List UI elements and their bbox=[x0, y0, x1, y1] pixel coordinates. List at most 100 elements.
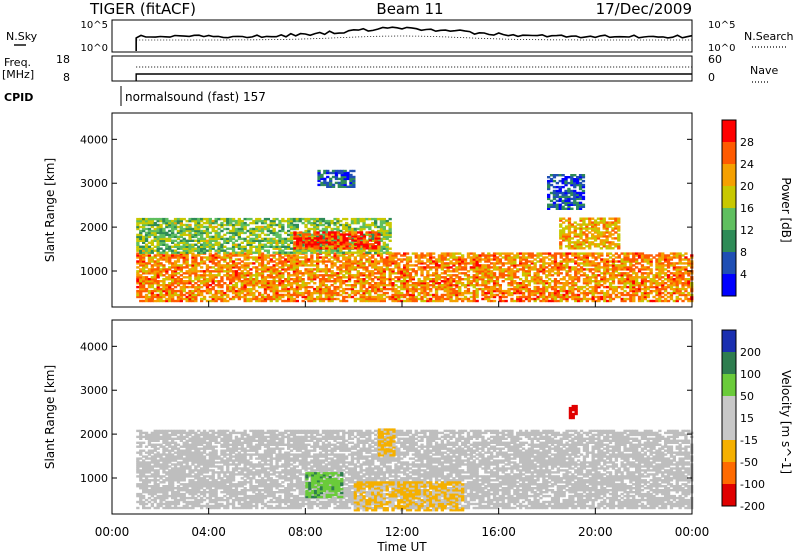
power-cell bbox=[550, 287, 555, 291]
power-cell bbox=[498, 287, 502, 291]
power-cell bbox=[316, 297, 320, 301]
power-cell bbox=[211, 235, 215, 239]
power-cell bbox=[408, 299, 413, 303]
power-cell bbox=[348, 231, 352, 234]
power-cell bbox=[310, 223, 314, 227]
power-cell bbox=[350, 251, 355, 254]
power-cell bbox=[211, 276, 215, 279]
power-cell bbox=[310, 254, 314, 257]
power-cell bbox=[466, 262, 471, 265]
power-cell bbox=[229, 280, 233, 283]
noise-left-tick-bottom: 10^0 bbox=[81, 43, 108, 54]
power-cell bbox=[182, 289, 186, 293]
power-cell bbox=[382, 291, 386, 295]
power-cell bbox=[246, 249, 250, 252]
power-cell bbox=[542, 289, 546, 293]
power-cell bbox=[287, 254, 291, 257]
power-cell bbox=[577, 258, 581, 261]
power-cell bbox=[597, 274, 601, 277]
power-cell bbox=[310, 237, 314, 241]
power-cell bbox=[162, 237, 166, 241]
power-cell bbox=[298, 285, 302, 289]
power-cell bbox=[600, 278, 604, 281]
power-cell bbox=[516, 284, 520, 287]
power-cell bbox=[550, 268, 555, 271]
power-cell bbox=[217, 297, 221, 301]
power-cell bbox=[287, 237, 291, 241]
power-cell bbox=[214, 280, 218, 283]
power-cell bbox=[542, 258, 546, 261]
power-cell bbox=[463, 295, 468, 299]
power-cell bbox=[666, 299, 671, 303]
power-cell bbox=[316, 217, 320, 221]
power-cell bbox=[229, 264, 233, 267]
power-cell bbox=[217, 264, 221, 267]
power-cell bbox=[200, 293, 204, 297]
power-cell bbox=[478, 272, 482, 275]
power-cell bbox=[556, 285, 560, 289]
power-cell bbox=[197, 289, 201, 293]
power-cell bbox=[136, 289, 140, 293]
power-cell bbox=[318, 256, 323, 259]
power-cell bbox=[687, 297, 691, 301]
power-cell bbox=[342, 251, 346, 254]
power-cell bbox=[144, 289, 149, 293]
power-cell bbox=[681, 272, 685, 275]
power-cell bbox=[220, 243, 224, 246]
power-cell bbox=[475, 293, 479, 297]
power-cell bbox=[243, 299, 247, 303]
power-cell bbox=[246, 217, 250, 221]
power-cell bbox=[278, 239, 282, 242]
power-cell bbox=[637, 252, 642, 255]
power-cell bbox=[455, 280, 459, 283]
power-cell bbox=[205, 231, 210, 235]
power-cell bbox=[527, 264, 531, 267]
power-cell bbox=[205, 245, 210, 248]
power-cell bbox=[258, 297, 262, 301]
power-cell bbox=[171, 272, 175, 275]
power-cell bbox=[513, 254, 517, 257]
power-cell bbox=[147, 245, 152, 248]
power-cell bbox=[223, 219, 227, 223]
power-cell bbox=[577, 293, 581, 297]
power-cell bbox=[655, 287, 659, 291]
power-cell bbox=[223, 223, 227, 227]
power-cell bbox=[142, 282, 146, 285]
power-cell bbox=[385, 268, 389, 271]
power-cell bbox=[159, 229, 163, 233]
power-cell bbox=[182, 251, 186, 254]
power-cell bbox=[570, 237, 574, 240]
power-cell bbox=[292, 264, 297, 267]
power-cell bbox=[179, 297, 183, 301]
power-cell bbox=[231, 278, 236, 281]
power-cell bbox=[272, 276, 276, 279]
power-cell bbox=[202, 249, 207, 252]
power-cell bbox=[330, 299, 334, 303]
power-cell bbox=[501, 289, 505, 293]
power-cell bbox=[263, 282, 268, 285]
power-cell bbox=[487, 291, 491, 295]
power-cell bbox=[356, 254, 360, 257]
power-cell bbox=[162, 227, 166, 231]
power-cell bbox=[571, 289, 575, 293]
power-cell bbox=[246, 270, 250, 273]
power-cell bbox=[310, 262, 314, 265]
power-cell bbox=[173, 217, 178, 221]
power-cell bbox=[550, 299, 555, 303]
power-cell bbox=[664, 268, 668, 271]
power-cell bbox=[629, 278, 633, 281]
power-cell bbox=[672, 262, 676, 265]
power-cell bbox=[678, 252, 682, 255]
power-cell bbox=[260, 270, 265, 273]
power-cell bbox=[258, 225, 262, 229]
power-cell bbox=[461, 256, 465, 259]
power-cell bbox=[492, 285, 497, 289]
power-cell bbox=[452, 284, 456, 287]
power-cell bbox=[185, 239, 189, 242]
power-cell bbox=[171, 280, 175, 283]
power-cell bbox=[324, 291, 328, 295]
power-cell bbox=[229, 217, 233, 221]
power-cell bbox=[299, 237, 303, 240]
power-cell bbox=[153, 280, 157, 283]
power-cell bbox=[495, 268, 500, 271]
